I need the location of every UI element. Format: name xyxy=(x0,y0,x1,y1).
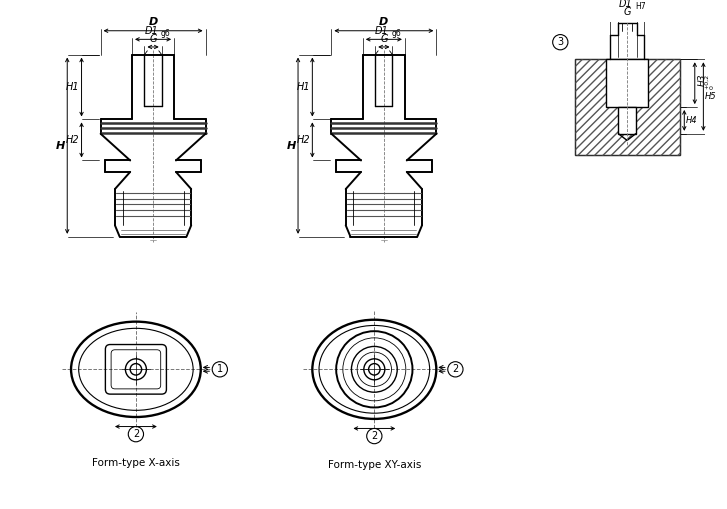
Text: g6: g6 xyxy=(392,30,401,38)
Text: H3: H3 xyxy=(698,73,707,86)
Text: Form-type XY-axis: Form-type XY-axis xyxy=(328,460,421,470)
Text: 2: 2 xyxy=(133,429,139,439)
Text: D: D xyxy=(379,17,388,27)
Text: 2: 2 xyxy=(371,431,377,441)
Text: H2: H2 xyxy=(297,135,310,145)
Text: H1: H1 xyxy=(66,82,80,92)
Text: 2: 2 xyxy=(452,364,459,374)
Text: H5: H5 xyxy=(705,92,717,101)
Text: 3: 3 xyxy=(557,37,563,47)
Polygon shape xyxy=(606,60,648,107)
Circle shape xyxy=(369,363,380,375)
Text: G: G xyxy=(623,8,631,17)
Text: H7: H7 xyxy=(635,2,646,11)
Text: D1: D1 xyxy=(618,0,632,9)
Text: Form-type X-axis: Form-type X-axis xyxy=(92,458,180,468)
Text: G: G xyxy=(149,34,157,44)
Text: D: D xyxy=(148,17,158,27)
Text: D1: D1 xyxy=(144,26,158,37)
Circle shape xyxy=(130,363,142,375)
Text: g6: g6 xyxy=(161,30,170,38)
Text: H4: H4 xyxy=(686,116,698,125)
Text: H1: H1 xyxy=(297,82,310,92)
Polygon shape xyxy=(619,107,635,134)
Text: H: H xyxy=(56,140,65,151)
Text: 1: 1 xyxy=(217,364,223,374)
Text: G: G xyxy=(380,34,387,44)
Text: H2: H2 xyxy=(66,135,80,145)
Text: H: H xyxy=(287,140,296,151)
Polygon shape xyxy=(574,60,680,155)
Text: D1: D1 xyxy=(375,26,389,37)
Text: +0,2
0: +0,2 0 xyxy=(704,74,715,89)
